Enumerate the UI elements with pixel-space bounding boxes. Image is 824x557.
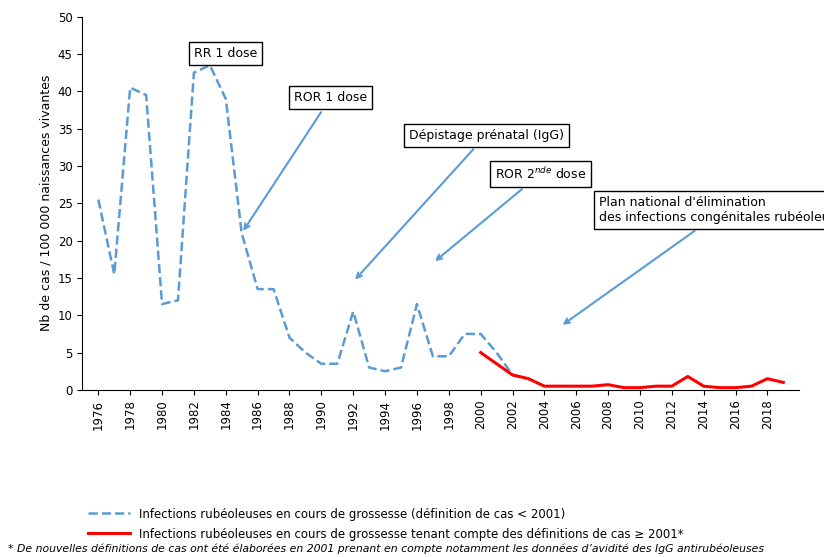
Text: Dépistage prénatal (IgG): Dépistage prénatal (IgG) [357,129,564,278]
Text: ROR 2$^{nde}$ dose: ROR 2$^{nde}$ dose [437,166,586,260]
Text: Plan national d'élimination
des infections congénitales rubéoleuses: Plan national d'élimination des infectio… [564,196,824,324]
Text: RR 1 dose: RR 1 dose [194,47,257,65]
Y-axis label: Nb de cas / 100 000 naissances vivantes: Nb de cas / 100 000 naissances vivantes [40,75,52,331]
Text: * De nouvelles définitions de cas ont été élaborées en 2001 prenant en compte no: * De nouvelles définitions de cas ont ét… [8,544,764,554]
Legend: Infections rubéoleuses en cours de grossesse (définition de cas < 2001), Infecti: Infections rubéoleuses en cours de gross… [88,508,684,541]
Text: ROR 1 dose: ROR 1 dose [245,91,367,229]
